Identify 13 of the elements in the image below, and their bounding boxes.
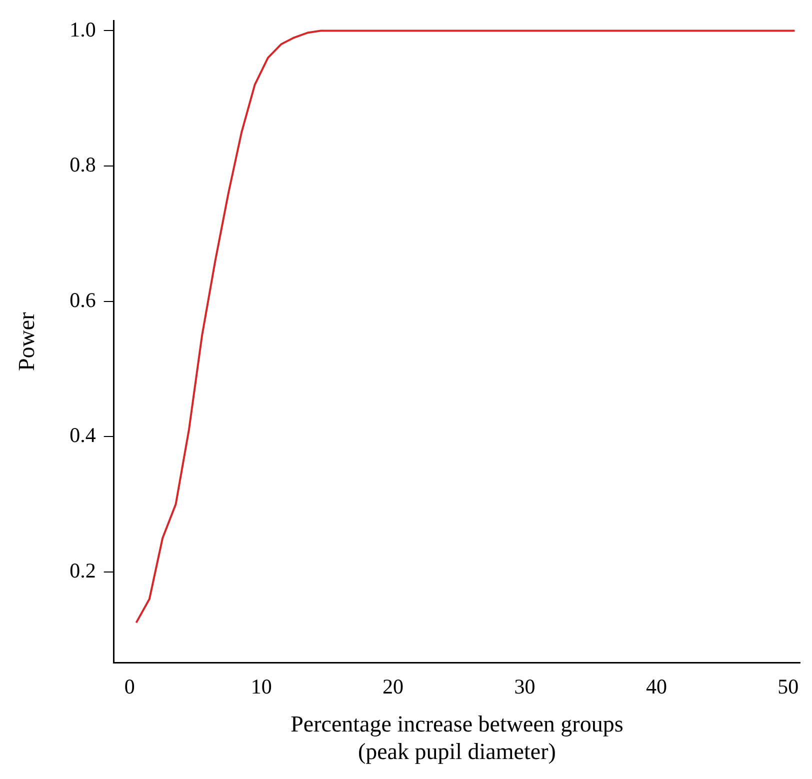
x-tick-label: 0: [124, 674, 135, 699]
x-tick-label: 40: [646, 674, 667, 699]
y-tick-label: 1.0: [70, 17, 96, 42]
y-tick-label: 0.8: [70, 152, 96, 177]
y-tick-label: 0.6: [70, 288, 96, 312]
x-tick-label: 30: [514, 674, 536, 699]
y-tick-label: 0.2: [70, 558, 96, 582]
x-tick-label: 20: [382, 674, 404, 699]
x-tick-label: 50: [778, 674, 799, 699]
x-tick-label: 10: [250, 674, 272, 699]
y-axis-title: Power: [14, 312, 39, 371]
x-axis-title: Percentage increase between groups (peak pupil diameter): [290, 712, 624, 764]
y-tick-label: 0.4: [70, 423, 96, 448]
